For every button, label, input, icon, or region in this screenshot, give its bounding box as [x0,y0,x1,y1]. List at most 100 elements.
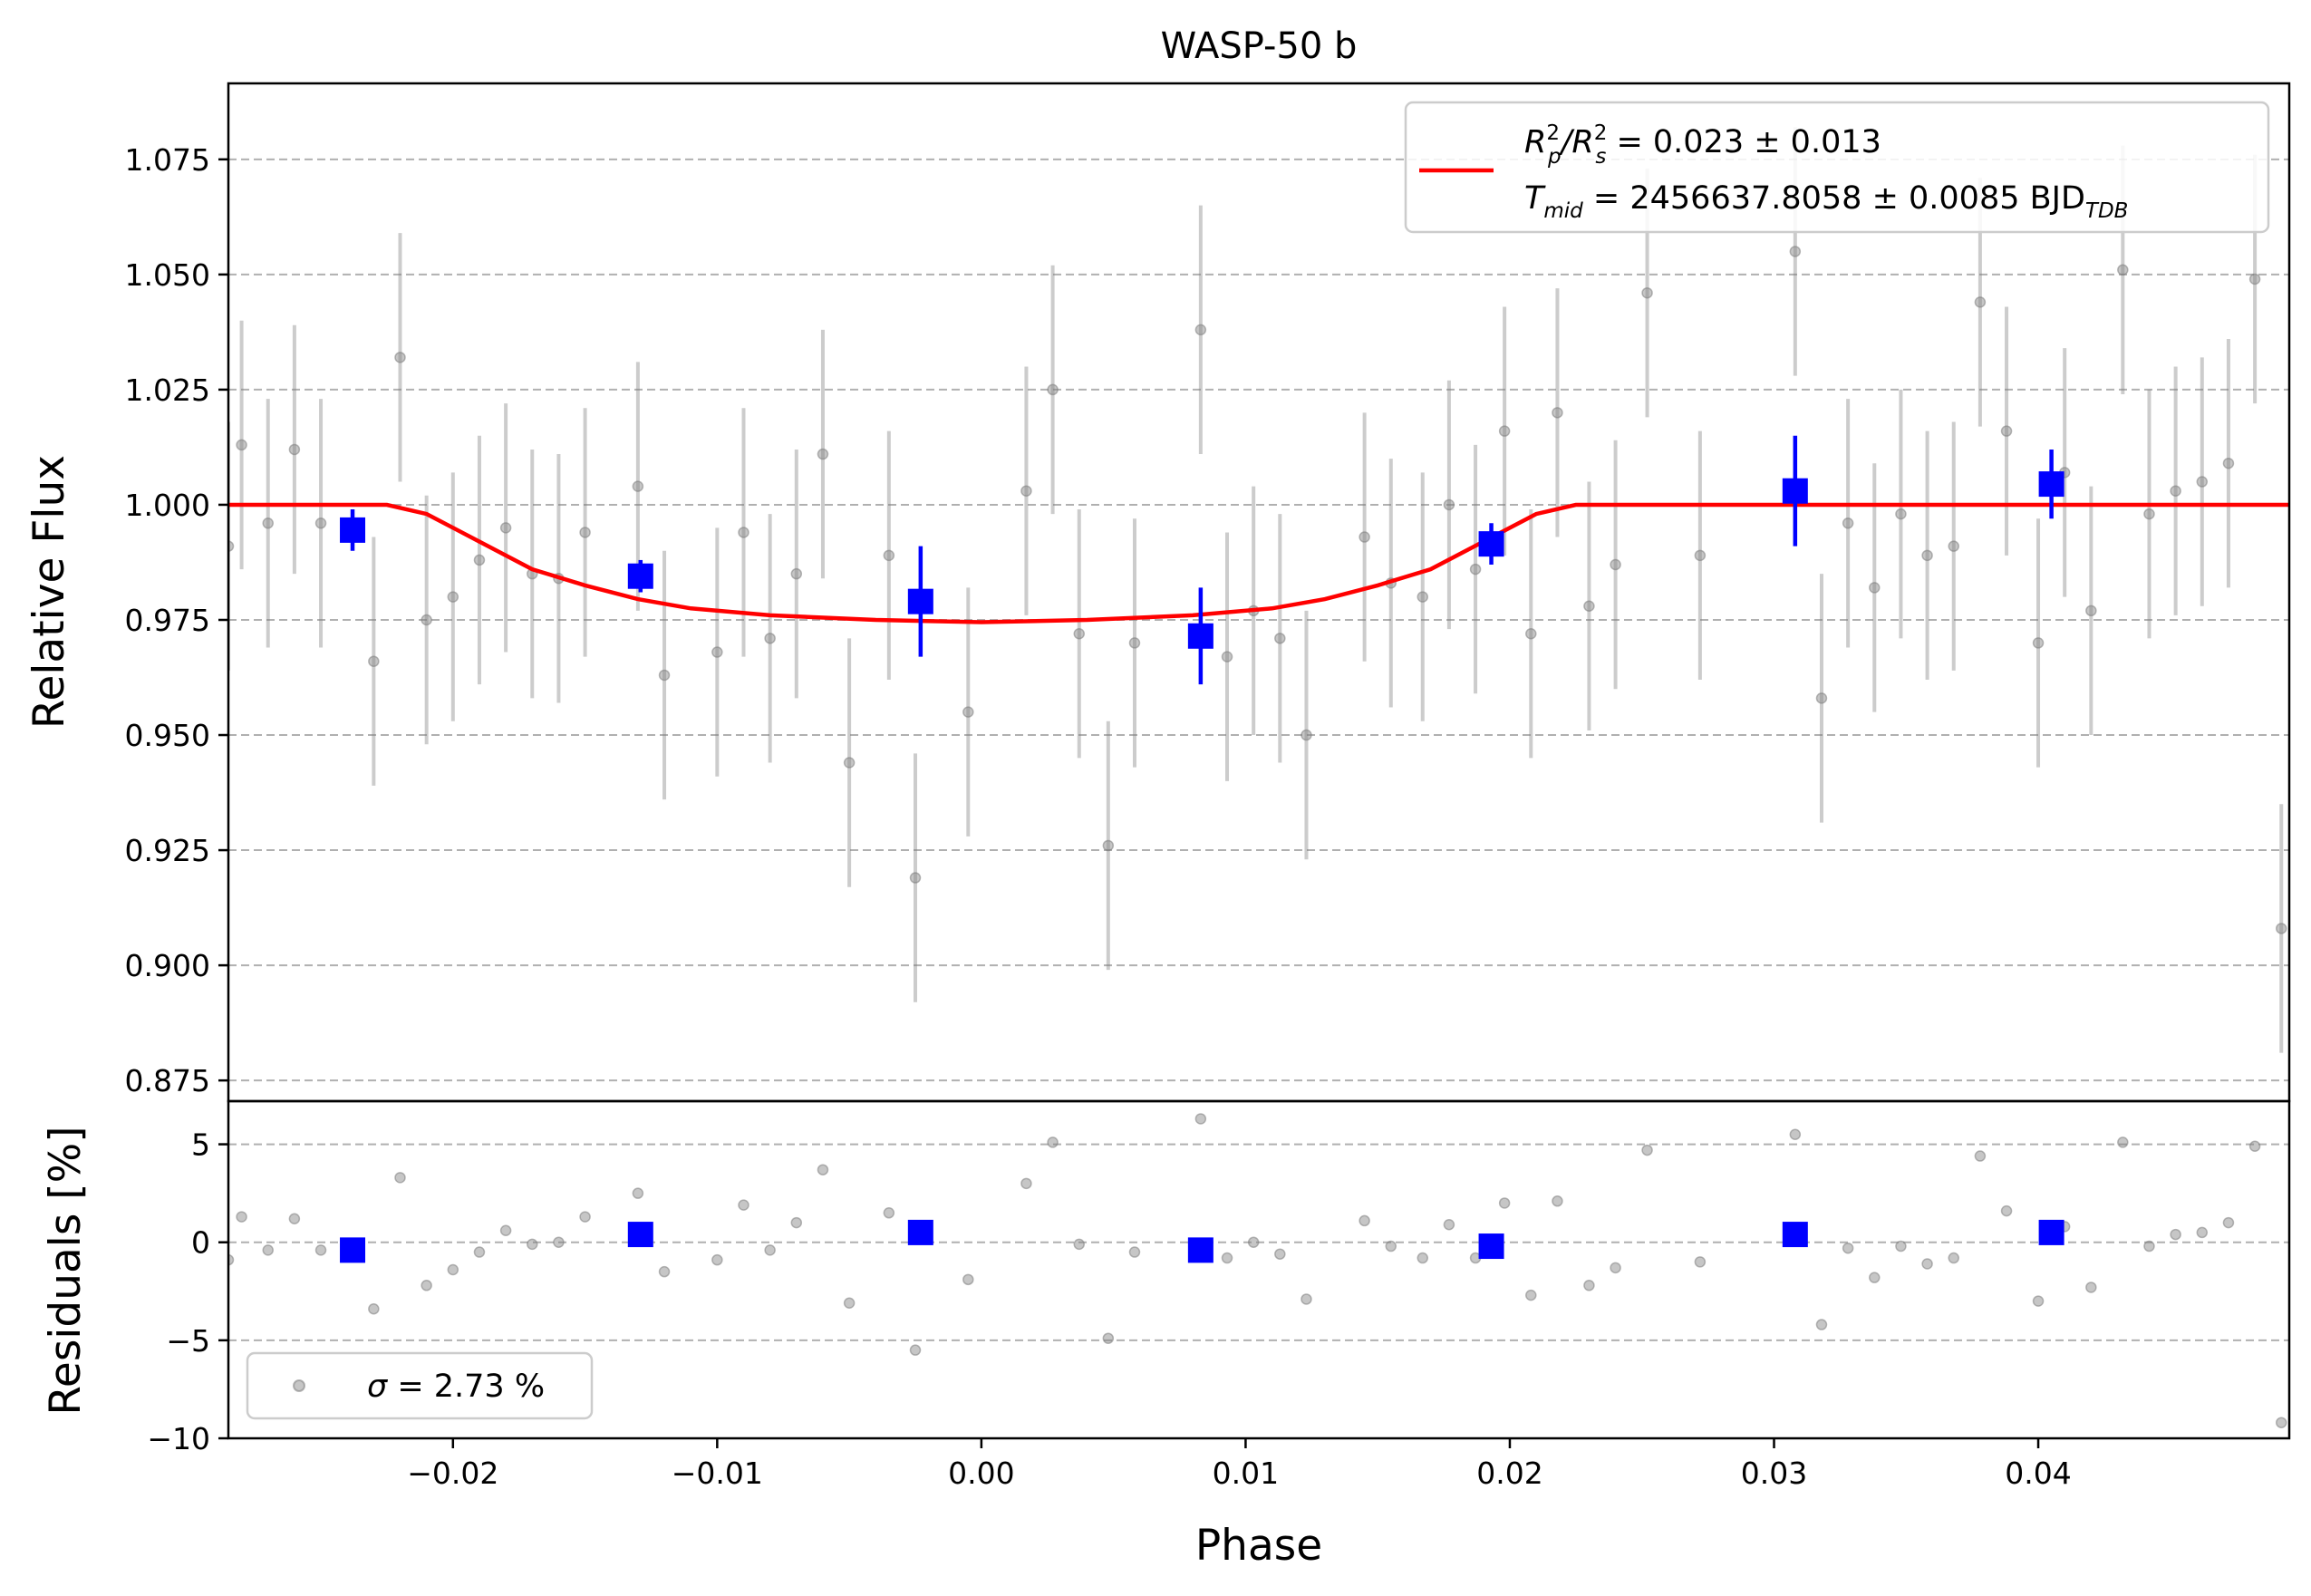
residuals-raw-point [2196,1226,2209,1239]
flux-raw-point [314,517,327,529]
legend-sigma-label: σ = 2.73 % [367,1369,545,1405]
residuals-raw-point [368,1303,380,1315]
flux-raw-point [473,554,486,566]
x-tick-label: −0.02 [407,1456,498,1491]
residuals-binned-point [1187,1237,1214,1263]
flux-raw-point [1583,600,1595,612]
flux-raw-point [764,633,776,644]
residuals-panel-frame [227,1099,2291,1440]
residuals-raw-point [499,1224,512,1236]
residuals-raw-point [1789,1128,1802,1141]
legend-line-ratio: R2 p/R2 s = 0.023 ± 0.013 [1524,121,1881,169]
residuals-y-axis-title: Residuals [%] [41,1126,91,1415]
flux-binned-point [2038,471,2064,498]
flux-y-axis-title: Relative Flux [24,455,74,729]
flux-raw-point [1020,485,1032,497]
flux-raw-point [288,443,301,456]
flux-raw-point [817,448,829,460]
flux-binned-points [340,435,2064,685]
flux-y-ticks: 0.875 0.900 0.925 0.950 0.975 1.000 1.025 1.050… [125,142,228,1098]
residuals-raw-point [1610,1262,1621,1274]
flux-raw-point [1895,508,1907,520]
residuals-raw-point [421,1280,432,1291]
flux-raw-point [1221,651,1233,663]
residuals-raw-point [579,1211,591,1223]
residuals-raw-point [2117,1137,2129,1148]
flux-raw-point [1498,425,1511,437]
flux-raw-point [1815,692,1828,704]
flux-raw-point [2196,476,2209,488]
flux-binned-point [1478,531,1504,557]
residuals-raw-point [1443,1219,1455,1231]
residuals-raw-point [1417,1252,1429,1264]
flux-y-tick-label: 0.875 [125,1063,210,1098]
flux-raw-point [499,522,512,534]
residuals-raw-point [228,1253,235,1266]
residuals-raw-point [658,1265,671,1278]
flux-raw-point [2085,605,2097,617]
residuals-raw-point [843,1297,856,1310]
residuals-raw-point [2222,1216,2235,1229]
residuals-raw-point [1525,1289,1537,1301]
residuals-raw-point [1020,1177,1032,1190]
flux-binned-point [907,588,933,614]
residuals-binned-point [627,1222,653,1248]
flux-raw-point [2248,273,2261,285]
flux-raw-point [2000,425,2013,437]
flux-raw-point [2143,508,2155,520]
flux-raw-point [738,527,749,538]
chart-title: WASP-50 b [1161,25,1358,67]
flux-raw-point [1869,582,1881,594]
flux-panel: 0.875 0.900 0.925 0.950 0.975 1.000 1.025 1.050… [24,82,2291,1103]
residuals-raw-point [1102,1332,1115,1344]
flux-binned-point [340,517,366,543]
flux-raw-point [1552,407,1563,419]
residuals-raw-point [1498,1197,1511,1209]
residuals-panel: −10 −5 0 5 Residuals [%] σ = 2.73 % [41,1099,2291,1456]
residuals-legend-box [246,1351,594,1420]
flux-raw-point [1789,246,1802,257]
residuals-raw-point [1895,1240,1907,1253]
residuals-raw-point [1128,1246,1141,1258]
flux-raw-point [658,669,671,682]
flux-binned-point [627,563,653,589]
residuals-y-tick-label: −10 [147,1421,210,1456]
residuals-raw-point [1247,1236,1260,1248]
residuals-raw-point [632,1187,644,1199]
x-axis-title: Phase [1195,1521,1322,1571]
residuals-binned-point [1478,1233,1504,1260]
residuals-raw-point [1921,1258,1933,1270]
flux-raw-point [1102,839,1115,852]
residuals-binned-point [2038,1219,2064,1245]
residuals-raw-point [2000,1204,2013,1217]
flux-raw-point [1073,627,1086,640]
x-tick-label: 0.03 [1741,1456,1807,1491]
residuals-binned-point [907,1219,933,1245]
flux-raw-point [2276,923,2287,934]
flux-raw-point [962,706,974,718]
residuals-raw-point [738,1199,749,1211]
flux-y-tick-label: 0.975 [125,603,210,638]
flux-raw-point [2117,264,2129,276]
residuals-raw-point [1815,1319,1828,1330]
flux-raw-point [1274,633,1286,644]
residuals-raw-point [1869,1272,1881,1283]
flux-raw-point [1921,549,1933,562]
flux-raw-point [1469,563,1482,576]
residuals-raw-point [236,1211,247,1223]
flux-y-tick-label: 1.025 [125,372,210,408]
residuals-raw-point [1583,1280,1595,1291]
residuals-raw-point [962,1273,974,1286]
residuals-raw-point [1301,1293,1312,1305]
residuals-binned-points [340,1219,2064,1263]
residuals-raw-point [553,1236,565,1248]
residuals-raw-point [909,1344,922,1356]
flux-binned-point [1782,478,1808,504]
residuals-y-tick-label: 5 [191,1127,210,1163]
flux-raw-point [1974,296,1987,308]
flux-raw-point [579,527,591,538]
residuals-raw-point [817,1164,829,1175]
residuals-raw-point [2276,1417,2287,1428]
